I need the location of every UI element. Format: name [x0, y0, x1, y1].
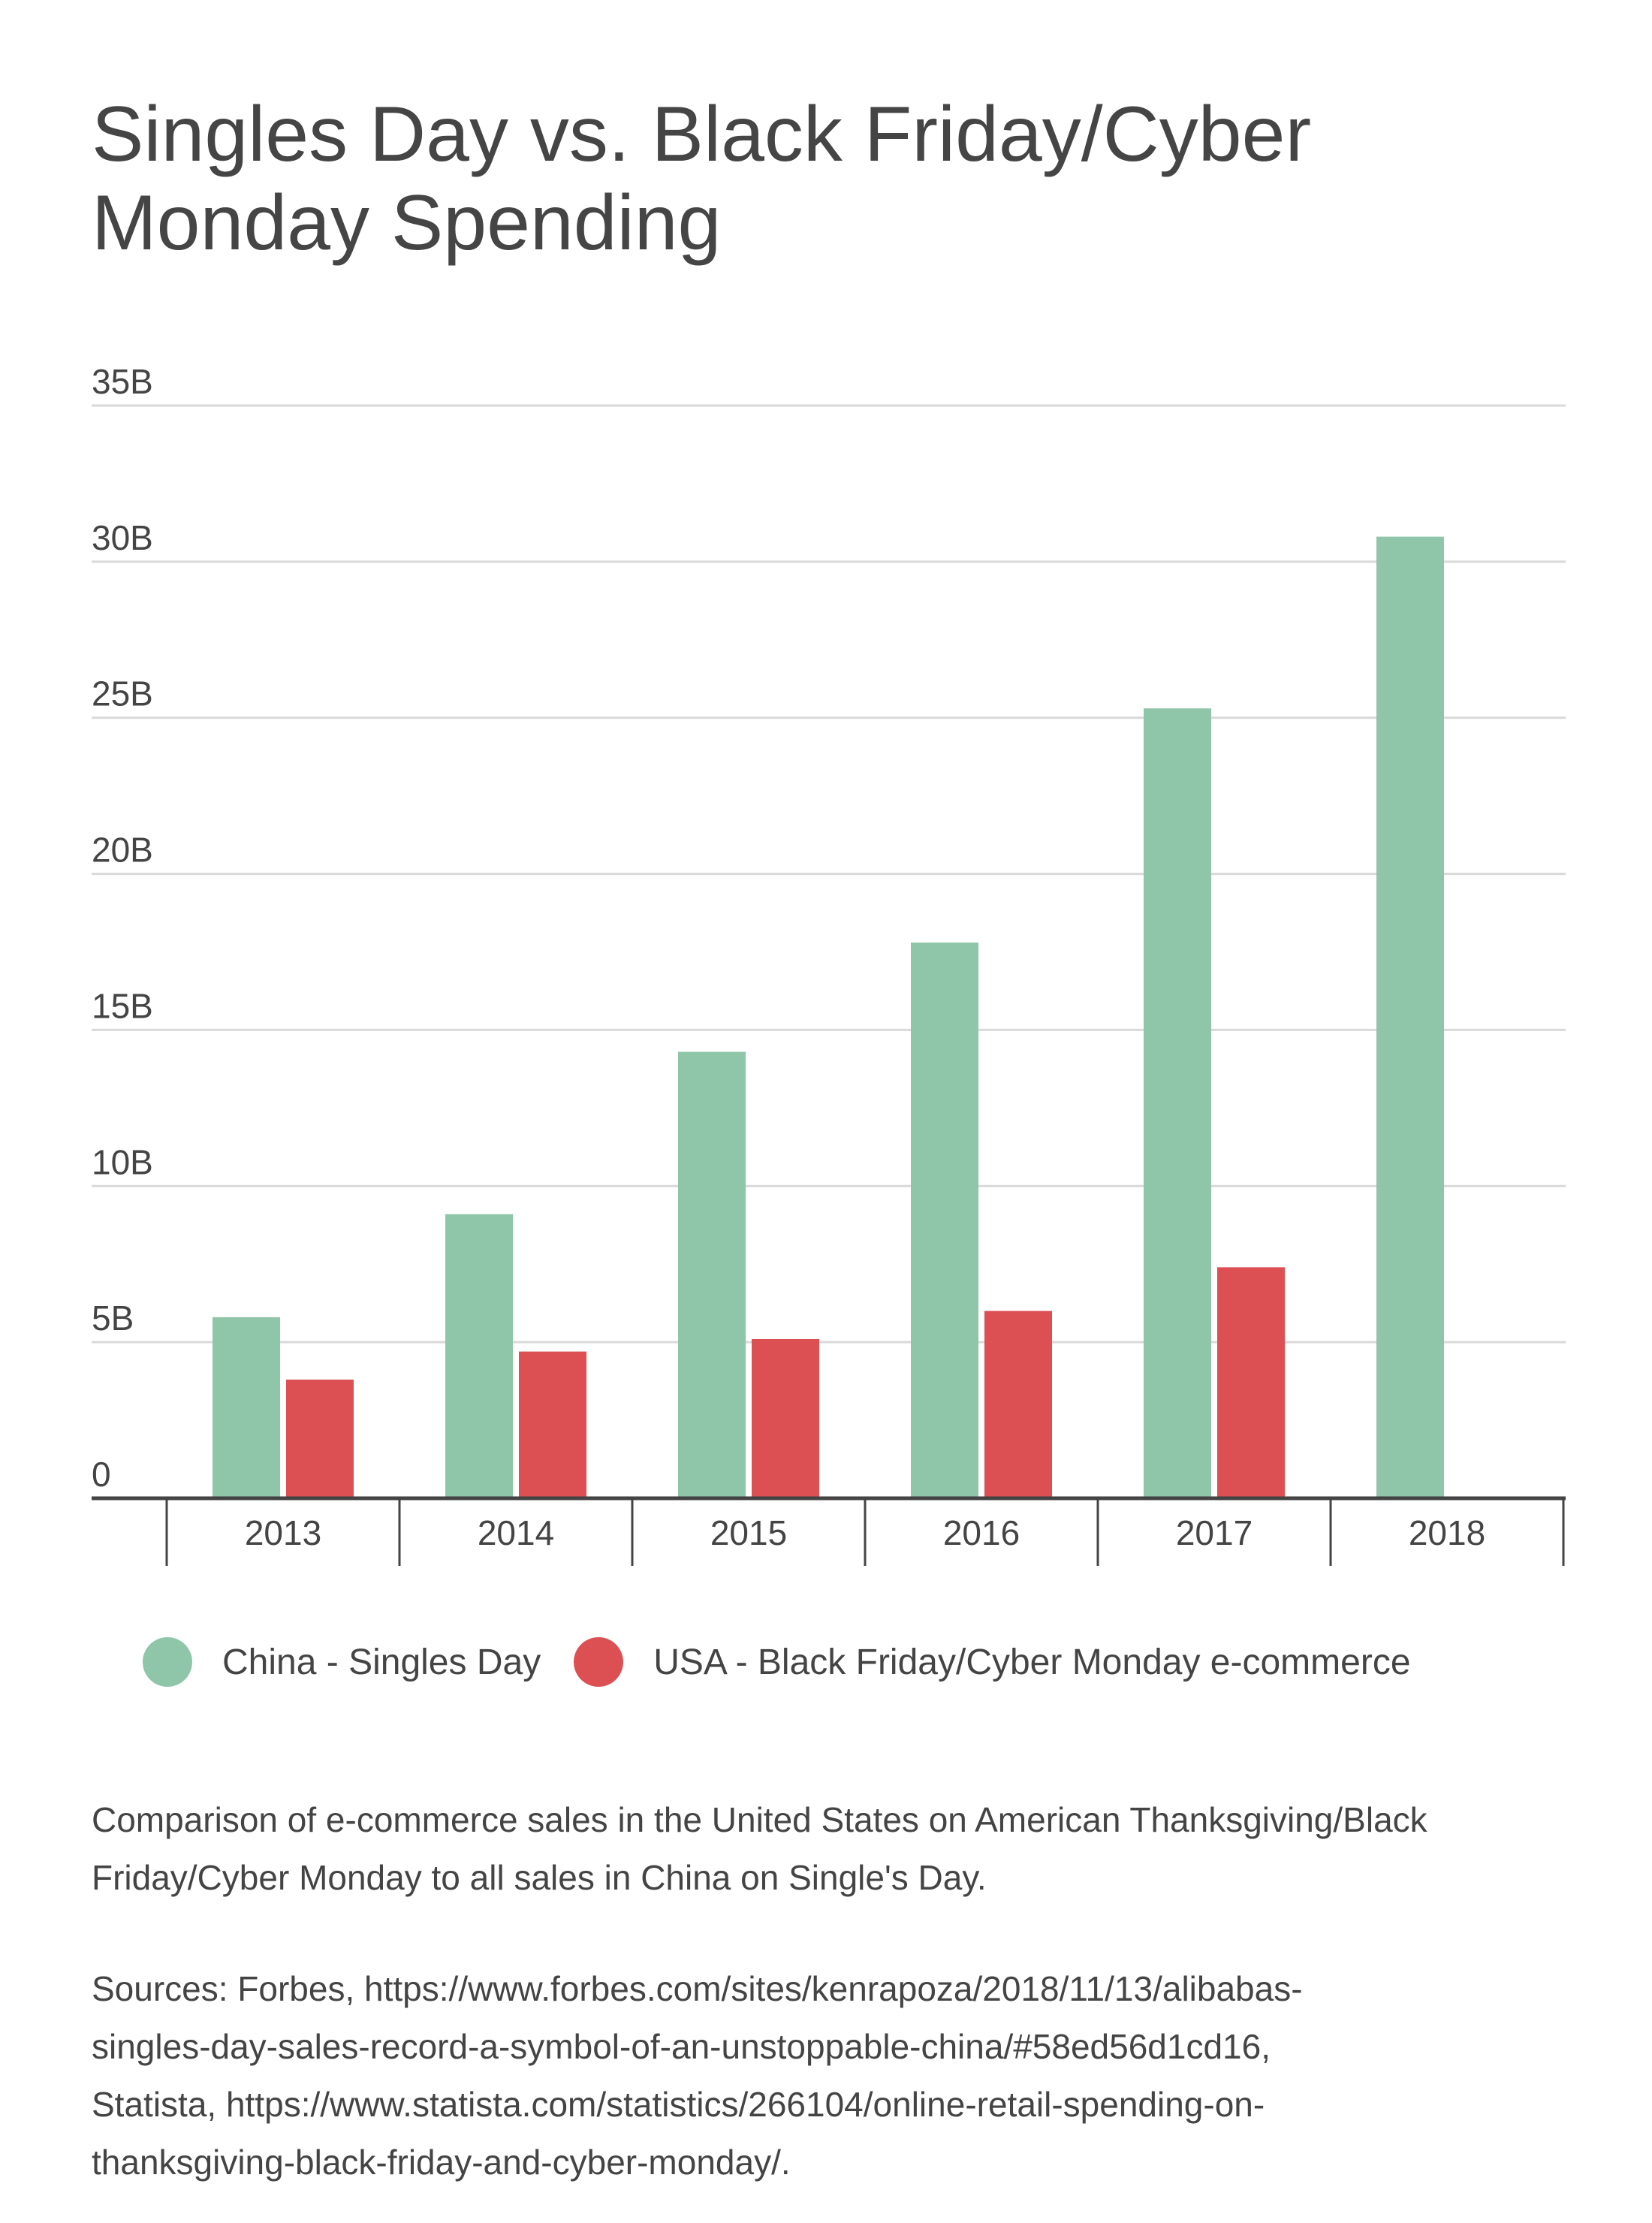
- y-tick-label: 30B: [92, 518, 153, 557]
- legend-item-china: China - Singles Day: [143, 1637, 541, 1687]
- legend-swatch-china: [143, 1637, 192, 1687]
- legend-item-usa: USA - Black Friday/Cyber Monday e-commer…: [574, 1637, 1411, 1687]
- sources-line: singles-day-sales-record-a-symbol-of-an-…: [92, 2027, 1271, 2066]
- legend-swatch-usa: [574, 1637, 624, 1687]
- sources-line: thanksgiving-black-friday-and-cyber-mond…: [92, 2143, 791, 2182]
- legend-label-usa: USA - Black Friday/Cyber Monday e-commer…: [653, 1642, 1411, 1682]
- x-tick-label: 2017: [1176, 1513, 1253, 1552]
- y-tick-label: 0: [92, 1455, 111, 1494]
- gridlines: 0 5B 10B 15B 20B 25B 30B 35B: [92, 362, 1566, 1494]
- bar-usa-2013: [286, 1380, 354, 1498]
- x-tick-label: 2013: [245, 1513, 321, 1552]
- bar-usa-2016: [984, 1311, 1052, 1498]
- sources-note: Sources: Forbes, https://www.forbes.com/…: [92, 1960, 1563, 2191]
- x-tick-label: 2016: [943, 1513, 1020, 1552]
- bar-china-2018: [1376, 536, 1444, 1498]
- bar-china-2014: [445, 1214, 513, 1498]
- x-axis: 2013 2014 2015 2016 2017 2018: [92, 1496, 1566, 1566]
- y-tick-label: 10B: [92, 1142, 153, 1181]
- x-tick-label: 2018: [1409, 1513, 1485, 1552]
- y-tick-label: 15B: [92, 986, 153, 1025]
- y-tick-label: 20B: [92, 831, 153, 870]
- x-tick-label: 2014: [478, 1513, 554, 1552]
- chart-caption: Comparison of e-commerce sales in the Un…: [92, 1800, 1427, 1897]
- bar-china-2013: [213, 1317, 280, 1498]
- bar-usa-2015: [752, 1338, 819, 1498]
- sources-line: Statista, https://www.statista.com/stati…: [92, 2085, 1265, 2124]
- bar-usa-2017: [1217, 1267, 1285, 1498]
- legend-label-china: China - Singles Day: [222, 1642, 541, 1682]
- bar-china-2017: [1144, 708, 1211, 1498]
- bars: [213, 536, 1444, 1498]
- legend: China - Singles Day USA - Black Friday/C…: [143, 1637, 1444, 1687]
- bar-china-2015: [678, 1051, 746, 1498]
- bar-usa-2014: [519, 1351, 586, 1498]
- y-tick-label: 35B: [92, 362, 153, 401]
- y-tick-label: 25B: [92, 674, 153, 713]
- y-tick-label: 5B: [92, 1299, 134, 1338]
- sources-line: Sources: Forbes, https://www.forbes.com/…: [92, 1969, 1303, 2008]
- chart-title: Singles Day vs. Black Friday/Cyber Monda…: [92, 91, 1312, 267]
- x-tick-label: 2015: [710, 1513, 787, 1552]
- bar-china-2016: [911, 943, 978, 1498]
